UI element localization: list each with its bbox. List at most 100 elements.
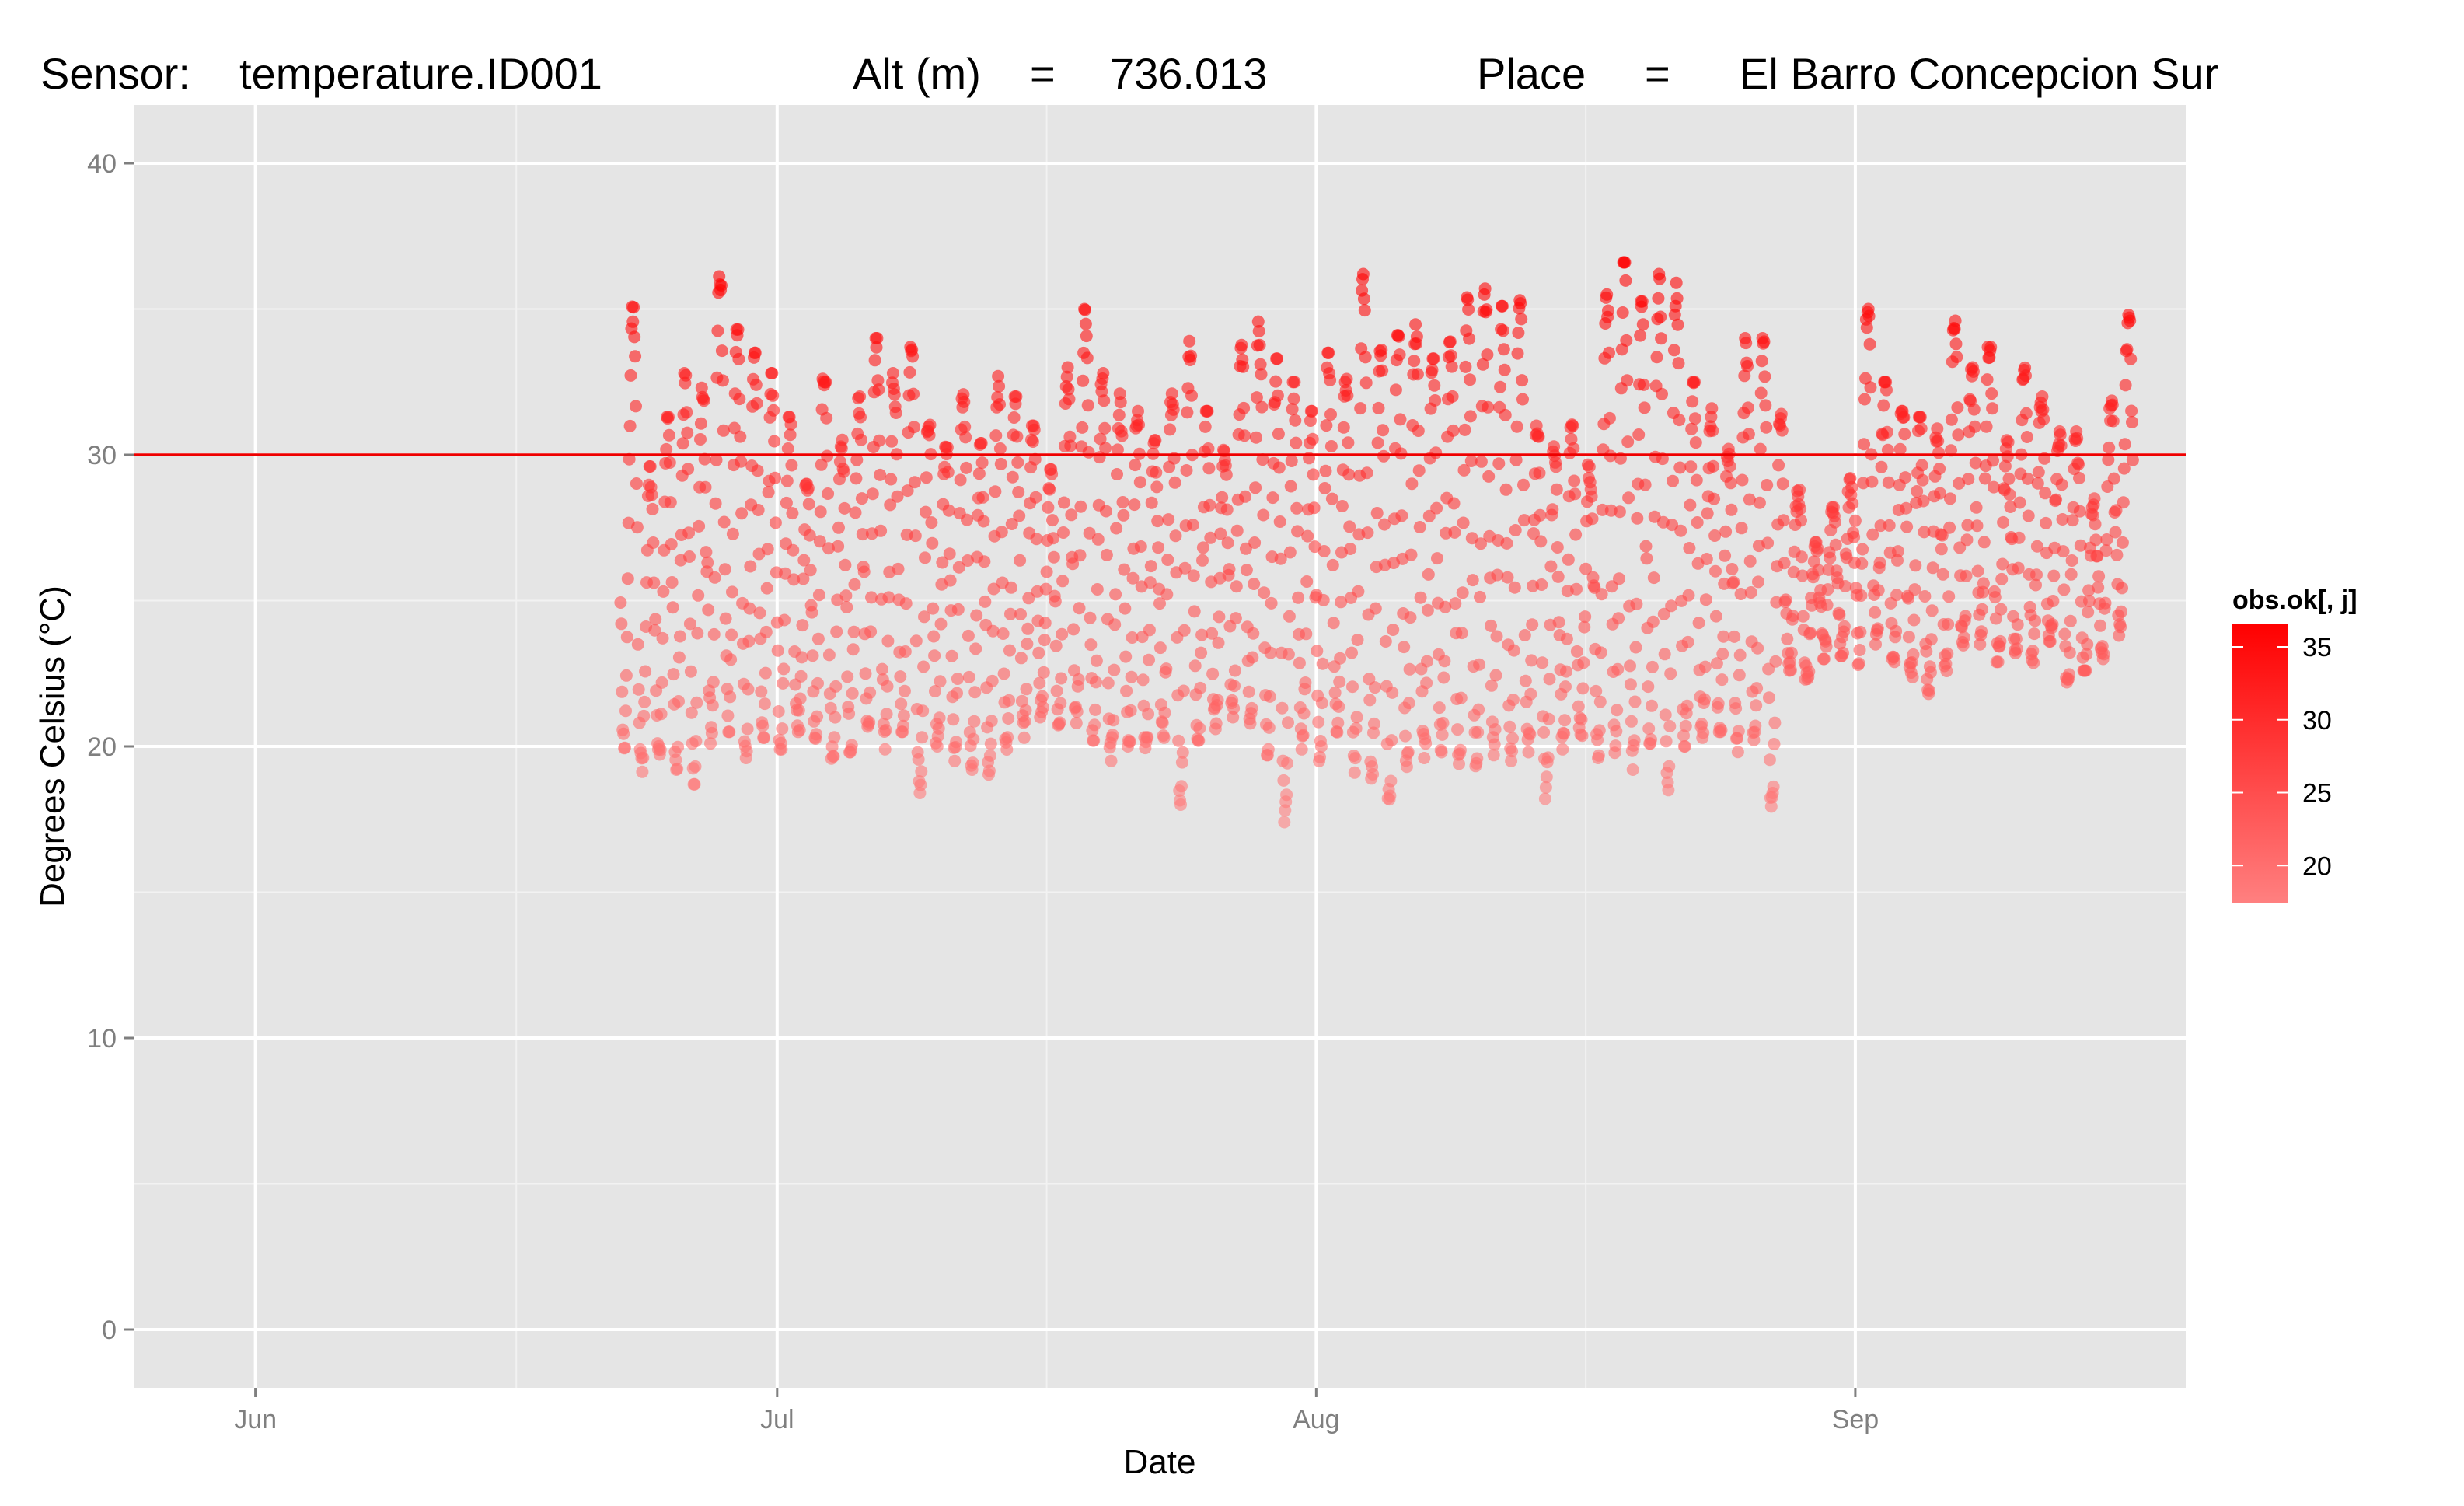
data-point [1439, 600, 1452, 613]
data-point [1084, 611, 1097, 624]
data-point [1560, 665, 1572, 678]
data-point [753, 606, 766, 620]
data-point [1481, 348, 1494, 362]
data-point [1375, 344, 1388, 356]
data-point [1181, 406, 1194, 419]
data-point [1511, 347, 1524, 360]
data-point [2019, 369, 2032, 383]
data-point [1585, 490, 1598, 503]
data-point [1572, 700, 1585, 713]
data-point [2094, 619, 2106, 632]
y-axis: 0 10 20 30 40 [87, 149, 134, 1345]
data-point [975, 437, 988, 449]
data-point [1959, 610, 1972, 623]
data-point [1370, 507, 1384, 519]
data-point [1351, 634, 1364, 646]
data-point [813, 535, 826, 548]
data-point [796, 619, 809, 632]
data-point [1569, 528, 1583, 541]
data-point [2107, 472, 2120, 485]
data-point [917, 660, 930, 673]
data-point [1161, 554, 1174, 566]
data-point [1363, 694, 1377, 707]
data-point [1010, 390, 1023, 403]
data-point [1626, 763, 1639, 776]
data-point [1352, 585, 1365, 598]
data-point [1248, 536, 1262, 549]
data-point [1299, 676, 1312, 689]
data-point [967, 732, 980, 746]
data-point [1213, 610, 1226, 624]
data-point [1671, 318, 1684, 331]
data-point [1000, 743, 1014, 756]
data-point [1880, 383, 1893, 397]
data-point [1108, 663, 1121, 676]
data-point [952, 561, 965, 574]
data-point [1079, 317, 1092, 330]
legend-label: 35 [2302, 633, 2332, 662]
data-point [1566, 419, 1579, 432]
data-point [1544, 560, 1558, 573]
data-point [1418, 752, 1431, 764]
data-point [1715, 673, 1729, 687]
data-point [1989, 612, 2002, 625]
data-point [685, 706, 698, 719]
data-point [1002, 712, 1015, 725]
data-point [2099, 544, 2113, 557]
data-point [1342, 468, 1356, 481]
data-point [1262, 721, 1276, 734]
data-point [750, 397, 763, 410]
data-point [1505, 754, 1518, 767]
y-tick-label: 0 [102, 1316, 117, 1345]
data-point [918, 610, 930, 624]
data-point [1646, 660, 1659, 673]
data-point [741, 722, 754, 736]
data-point [1684, 498, 1697, 512]
data-point [1821, 583, 1834, 596]
data-point [1524, 687, 1537, 701]
data-point [1677, 729, 1690, 743]
data-point [1090, 676, 1102, 689]
data-point [1320, 419, 1333, 432]
data-point [1784, 663, 1797, 676]
data-point [1175, 756, 1188, 769]
data-point [812, 589, 825, 602]
data-point [1619, 274, 1632, 287]
data-point [1761, 536, 1775, 550]
data-point [1344, 543, 1357, 555]
data-point [1013, 509, 1026, 522]
data-point [1869, 606, 1882, 619]
data-point [718, 563, 731, 576]
data-point [1318, 482, 1331, 494]
data-point [1010, 430, 1024, 443]
data-point [1638, 401, 1651, 414]
data-point [1880, 425, 1893, 439]
data-point [1050, 684, 1063, 697]
data-point [619, 704, 632, 718]
data-point [909, 634, 923, 648]
data-point [769, 516, 782, 529]
data-point [1945, 413, 1958, 426]
data-point [908, 476, 921, 489]
data-point [766, 389, 780, 402]
data-point [1625, 715, 1638, 728]
data-point [1209, 717, 1223, 730]
data-point [733, 393, 746, 406]
data-point [2021, 472, 2034, 485]
data-point [1640, 552, 1653, 565]
data-point [1632, 428, 1646, 441]
data-point [1319, 464, 1332, 477]
data-point [978, 555, 991, 568]
data-point [692, 589, 705, 602]
data-point [695, 381, 708, 394]
data-point [1537, 725, 1551, 739]
data-point [2020, 431, 2033, 443]
data-point [681, 426, 694, 439]
data-point [1478, 282, 1492, 295]
data-point [1331, 725, 1344, 739]
data-point [682, 526, 696, 540]
data-point [1111, 468, 1123, 480]
data-point [1698, 660, 1712, 673]
data-point [1869, 638, 1882, 651]
data-point [1262, 743, 1275, 756]
